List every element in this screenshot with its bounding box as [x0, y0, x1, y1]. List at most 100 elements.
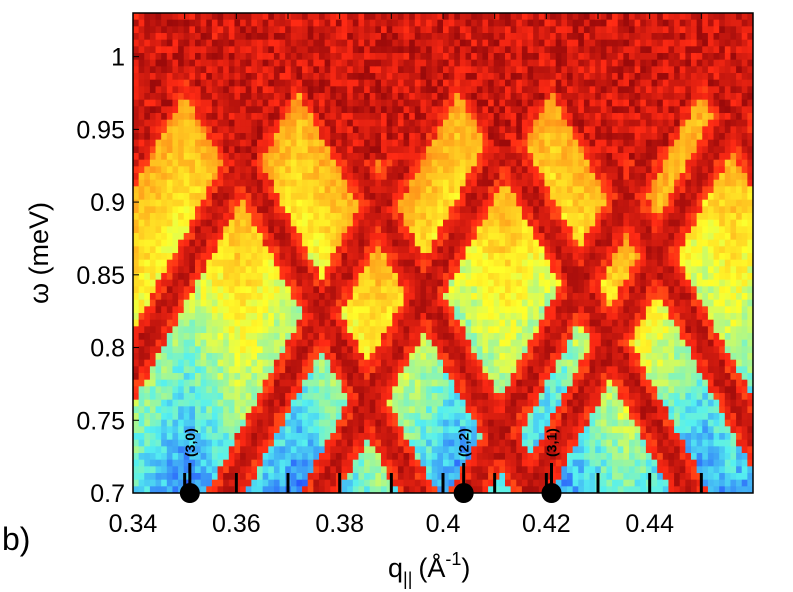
heatmap-cell: [262, 26, 269, 34]
heatmap-cell: [240, 133, 247, 141]
heatmap-cell: [200, 199, 207, 207]
heatmap-cell: [347, 333, 354, 341]
heatmap-cell: [133, 179, 140, 187]
heatmap-cell: [217, 399, 224, 407]
heatmap-cell: [358, 339, 365, 347]
heatmap-cell: [155, 213, 162, 221]
heatmap-cell: [437, 273, 444, 281]
heatmap-cell: [149, 179, 157, 187]
heatmap-cell: [268, 479, 275, 487]
heatmap-cell: [476, 173, 484, 181]
heatmap-cell: [516, 99, 523, 107]
heatmap-cell: [352, 306, 360, 314]
heatmap-cell: [414, 366, 422, 374]
heatmap-cell: [341, 353, 348, 361]
heatmap-cell: [420, 366, 427, 374]
heatmap-cell: [454, 406, 461, 414]
heatmap-cell: [364, 246, 371, 254]
heatmap-cell: [409, 379, 416, 387]
heatmap-cell: [403, 366, 410, 374]
heatmap-cell: [144, 473, 151, 481]
heatmap-cell: [302, 399, 309, 407]
heatmap-cell: [285, 433, 292, 441]
heatmap-cell: [200, 179, 207, 187]
heatmap-cell: [471, 93, 478, 101]
heatmap-cell: [296, 326, 303, 334]
heatmap-cell: [409, 479, 416, 487]
heatmap-cell: [200, 139, 207, 147]
heatmap-cell: [488, 273, 495, 281]
heatmap-cell: [161, 86, 168, 94]
heatmap-cell: [403, 393, 410, 401]
heatmap-cell: [217, 473, 224, 481]
heatmap-cell: [206, 406, 213, 414]
heatmap-cell: [217, 259, 224, 267]
heatmap-cell: [510, 46, 517, 54]
heatmap-cell: [510, 66, 517, 74]
heatmap-cell: [409, 133, 416, 141]
heatmap-cell: [234, 159, 241, 167]
heatmap-cell: [217, 173, 224, 181]
heatmap-cell: [155, 139, 162, 147]
heatmap-cell: [178, 206, 185, 214]
heatmap-cell: [431, 66, 438, 74]
heatmap-cell: [285, 466, 292, 474]
heatmap-cell: [149, 326, 157, 334]
heatmap-cell: [251, 279, 258, 287]
heatmap-cell: [476, 406, 484, 414]
heatmap-cell: [499, 186, 506, 194]
heatmap-cell: [454, 19, 461, 27]
heatmap-cell: [268, 439, 275, 447]
heatmap-cell: [307, 253, 314, 261]
heatmap-cell: [234, 193, 241, 201]
heatmap-cell: [493, 19, 500, 27]
heatmap-cell: [358, 173, 365, 181]
heatmap-cell: [364, 446, 371, 454]
heatmap-cell: [448, 459, 455, 467]
heatmap-cell: [448, 406, 455, 414]
heatmap-cell: [183, 93, 190, 101]
heatmap-cell: [493, 219, 500, 227]
heatmap-cell: [505, 306, 512, 314]
heatmap-cell: [505, 106, 512, 114]
heatmap-cell: [386, 26, 393, 34]
heatmap-cell: [471, 433, 478, 441]
heatmap-cell: [133, 13, 140, 21]
heatmap-cell: [234, 246, 241, 254]
heatmap-cell: [178, 266, 185, 274]
heatmap-cell: [273, 233, 281, 241]
heatmap-cell: [352, 373, 360, 381]
heatmap-cell: [347, 459, 354, 467]
heatmap-cell: [178, 106, 185, 114]
heatmap-cell: [285, 113, 292, 121]
heatmap-cell: [420, 146, 427, 154]
heatmap-cell: [347, 26, 354, 34]
heatmap-cell: [488, 53, 495, 61]
heatmap-cell: [206, 439, 213, 447]
heatmap-cell: [307, 219, 314, 227]
heatmap-cell: [482, 46, 489, 54]
heatmap-cell: [448, 106, 455, 114]
heatmap-cell: [448, 206, 455, 214]
heatmap-cell: [155, 186, 162, 194]
heatmap-cell: [324, 213, 331, 221]
heatmap-cell: [397, 93, 405, 101]
heatmap-cell: [251, 73, 258, 81]
heatmap-cell: [279, 206, 286, 214]
heatmap-cell: [234, 293, 241, 301]
heatmap-cell: [313, 239, 320, 247]
heatmap-cell: [240, 26, 247, 34]
heatmap-cell: [302, 93, 309, 101]
heatmap-cell: [414, 426, 422, 434]
heatmap-cell: [335, 213, 343, 221]
heatmap-cell: [178, 173, 185, 181]
heatmap-cell: [465, 106, 472, 114]
heatmap-cell: [302, 66, 309, 74]
heatmap-cell: [510, 126, 517, 134]
heatmap-cell: [397, 393, 405, 401]
heatmap-cell: [313, 293, 320, 301]
heatmap-cell: [183, 419, 190, 427]
heatmap-cell: [161, 226, 168, 234]
heatmap-cell: [257, 219, 264, 227]
heatmap-cell: [178, 459, 185, 467]
